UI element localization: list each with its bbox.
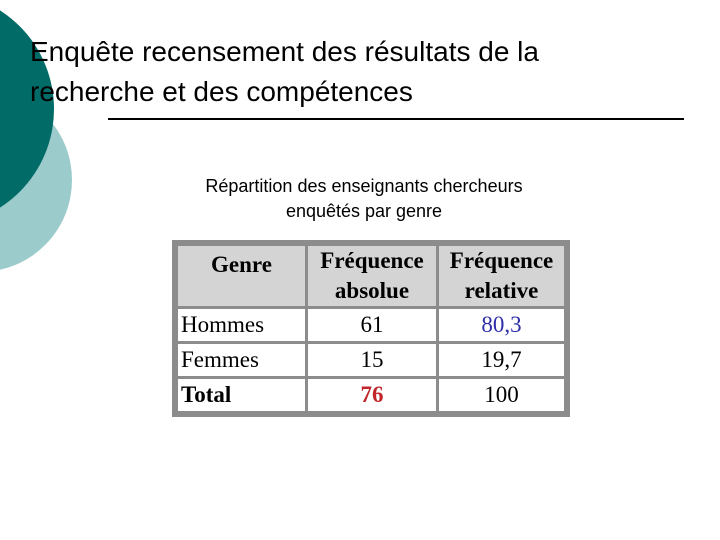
header-freq-abs-line-2: absolue xyxy=(334,278,410,303)
header-genre-label: Genre xyxy=(211,252,272,277)
table-row-total: Total 76 100 xyxy=(178,379,564,411)
cell-genre: Femmes xyxy=(178,344,305,376)
title-line-2: recherche et des compétences xyxy=(30,76,413,107)
slide-title: Enquête recensement des résultats de la … xyxy=(30,32,690,112)
header-genre: Genre xyxy=(178,246,305,306)
cell-relative: 80,3 xyxy=(439,309,564,341)
caption-line-1: Répartition des enseignants chercheurs xyxy=(205,176,523,196)
title-divider xyxy=(108,118,684,120)
cell-absolue-total: 76 xyxy=(308,379,436,411)
gender-table-frame: Genre Fréquence absolue Fréquence relati… xyxy=(172,240,570,417)
header-freq-rel-line-1: Fréquence xyxy=(449,248,554,273)
cell-relative: 19,7 xyxy=(439,344,564,376)
gender-table: Genre Fréquence absolue Fréquence relati… xyxy=(175,243,567,414)
header-freq-abs-line-1: Fréquence xyxy=(320,248,424,273)
table-caption: Répartition des enseignants chercheurs e… xyxy=(150,174,578,224)
cell-relative-total: 100 xyxy=(439,379,564,411)
table-header-row: Genre Fréquence absolue Fréquence relati… xyxy=(178,246,564,306)
title-line-1: Enquête recensement des résultats de la xyxy=(30,36,539,67)
header-freq-rel-line-2: relative xyxy=(464,278,539,303)
cell-absolue: 61 xyxy=(308,309,436,341)
header-frequence-relative: Fréquence relative xyxy=(439,246,564,306)
cell-genre: Hommes xyxy=(178,309,305,341)
table-row: Hommes 61 80,3 xyxy=(178,309,564,341)
cell-absolue: 15 xyxy=(308,344,436,376)
header-frequence-absolue: Fréquence absolue xyxy=(308,246,436,306)
caption-line-2: enquêtés par genre xyxy=(285,201,443,221)
table-row: Femmes 15 19,7 xyxy=(178,344,564,376)
cell-genre-total: Total xyxy=(178,379,305,411)
